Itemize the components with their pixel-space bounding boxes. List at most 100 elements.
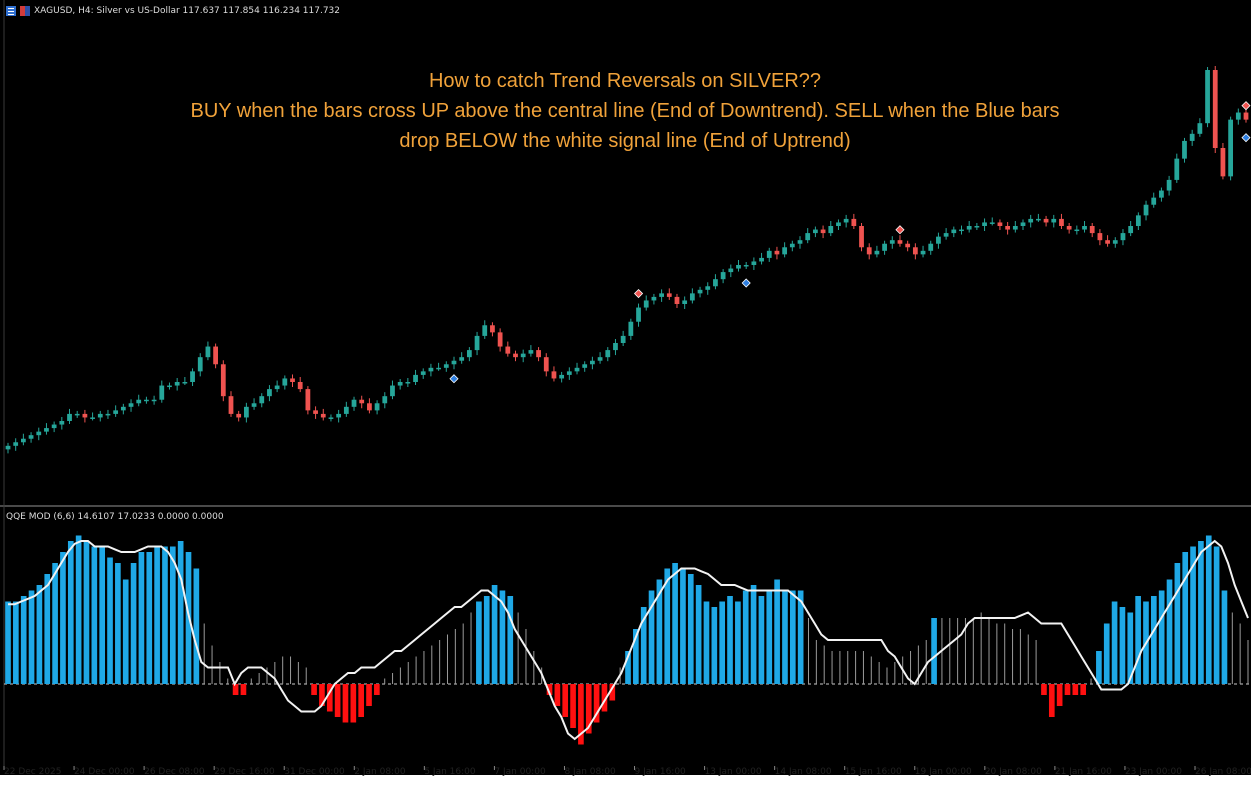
candle (751, 261, 757, 265)
histogram-bar (1027, 634, 1029, 684)
candle (167, 385, 172, 388)
candle (743, 265, 749, 267)
candle (1235, 112, 1241, 120)
candle (343, 406, 349, 414)
candle (182, 382, 188, 384)
indicator-label: QQE MOD (6,6) 14.6107 17.0233 0.0000 0.0… (6, 512, 224, 522)
histogram-bar (28, 590, 35, 684)
candle (159, 385, 165, 400)
histogram-bar (917, 645, 919, 684)
histogram-bar (476, 601, 482, 684)
candle (920, 250, 926, 255)
time-tick-label: 26 Jan 08:00 (1195, 767, 1251, 777)
histogram-bar (517, 612, 519, 684)
histogram-bar (609, 684, 616, 701)
candle (482, 325, 488, 336)
candle (820, 229, 826, 234)
candle (889, 240, 895, 244)
candle (636, 307, 641, 322)
histogram-bar (1080, 684, 1087, 695)
time-tick-label: 20 Jan 08:00 (985, 767, 1042, 777)
candle (1143, 204, 1149, 216)
time-tick-label: 26 Dec 08:00 (144, 767, 205, 777)
histogram-bar (219, 662, 221, 684)
histogram-bar (862, 651, 864, 684)
histogram-bar (585, 684, 592, 734)
candle (1159, 190, 1164, 198)
candle (197, 357, 203, 372)
candle (897, 240, 903, 244)
candle (974, 226, 980, 228)
candle (428, 367, 434, 372)
candle (736, 265, 741, 269)
histogram-bar (374, 684, 380, 695)
candle (836, 222, 841, 226)
candle (1043, 218, 1049, 223)
candle (543, 357, 549, 372)
histogram-bar (782, 590, 788, 684)
histogram-bar (342, 684, 349, 723)
candle (513, 353, 518, 358)
candle (1189, 133, 1195, 141)
time-tick-label: 19 Jan 00:00 (915, 767, 972, 777)
candle (1174, 158, 1180, 180)
candle (313, 410, 318, 414)
histogram-bar (562, 684, 569, 717)
histogram-bar (546, 684, 553, 695)
histogram-bar (727, 596, 733, 684)
candle (1182, 140, 1187, 159)
candle (259, 396, 265, 404)
candle (597, 357, 603, 361)
histogram-bar (1127, 612, 1134, 684)
candle (213, 346, 218, 365)
candle (805, 233, 811, 241)
histogram-bar (266, 667, 268, 684)
candle (882, 243, 887, 251)
histogram-bar (75, 535, 82, 684)
time-axis: 22 Dec 2025 24 Dec 00:00 26 Dec 08:00 29 De… (3, 766, 1251, 777)
buy-signal-marker (449, 374, 459, 384)
time-tick-label: 14 Jan 08:00 (775, 767, 832, 777)
candle (720, 272, 726, 280)
histogram-bar (154, 546, 160, 684)
qqe-histogram (5, 535, 1249, 745)
candle (51, 424, 57, 429)
histogram-bar (138, 552, 145, 684)
candle (490, 325, 495, 333)
histogram-bar (687, 574, 694, 684)
histogram-bar (886, 667, 888, 684)
candle (1120, 233, 1126, 241)
candle (905, 243, 911, 248)
histogram-bar (672, 563, 678, 684)
histogram-bar (13, 601, 19, 684)
histogram-bar (258, 673, 260, 684)
candle (520, 353, 526, 358)
histogram-bar (823, 645, 825, 684)
histogram-bar (44, 574, 51, 684)
candle (220, 364, 226, 397)
histogram-bar (570, 684, 576, 728)
candle (536, 350, 541, 358)
histogram-bar (20, 596, 27, 684)
time-tick-label: 8 Jan 08:00 (564, 767, 616, 777)
candle (28, 435, 34, 439)
candle (413, 374, 418, 382)
histogram-bar (1004, 623, 1006, 684)
candle (451, 360, 457, 365)
candle (74, 413, 80, 416)
histogram-bar (319, 684, 325, 706)
histogram-bar (350, 684, 357, 723)
sell-signal-marker (1241, 101, 1251, 111)
candle (1012, 226, 1018, 230)
histogram-bar (1247, 640, 1249, 684)
candle (1059, 218, 1064, 226)
histogram-bar (107, 557, 113, 684)
trading-annotation: How to catch Trend Reversals on SILVER??… (60, 66, 1190, 156)
candle (759, 257, 764, 262)
histogram-bar (831, 651, 833, 684)
candle (267, 389, 272, 397)
candle (689, 293, 695, 301)
menu-icon[interactable] (6, 6, 16, 16)
